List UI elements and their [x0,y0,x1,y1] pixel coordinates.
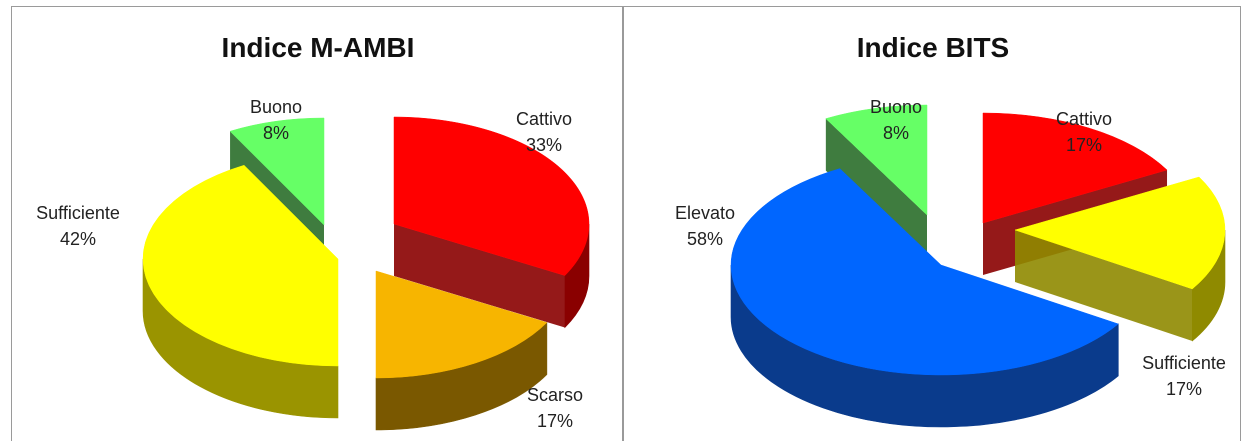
indice-bits-slice-cattivo [982,112,1168,224]
chart-panel-m-ambi: Indice M-AMBI Cattivo 33% Scarso 17% Sufficie… [11,6,623,441]
pie-tops [142,116,590,379]
pie-tops [730,104,1226,376]
indice-bits-label-cattivo: Cattivo [1056,109,1112,129]
indice-bits-slice-buono [825,104,928,216]
indice-bits-value-buono: 8% [883,123,909,143]
indice-bits-slice-wall-sufficiente-1 [1015,230,1193,341]
indice-m-ambi-value-scarso: 17% [537,411,573,431]
indice-bits-value-sufficiente: 17% [1166,379,1202,399]
chart-panel-bits: Indice BITS Cattivo 17% Sufficiente 17% Eleva… [623,6,1241,441]
indice-bits-slice-elevato [730,168,1119,376]
chart-title: Indice M-AMBI [222,32,415,63]
indice-bits-label-buono: Buono [870,97,922,117]
indice-m-ambi-label-cattivo: Cattivo [516,109,572,129]
indice-m-ambi-slice-scarso [375,270,548,379]
indice-m-ambi-value-sufficiente: 42% [60,229,96,249]
indice-m-ambi-label-buono: Buono [250,97,302,117]
pie-chart-m-ambi: Indice M-AMBI Cattivo 33% Scarso 17% Sufficie… [36,32,590,431]
indice-bits-label-sufficiente: Sufficiente [1142,353,1226,373]
indice-m-ambi-label-sufficiente: Sufficiente [36,203,120,223]
indice-bits-value-cattivo: 17% [1066,135,1102,155]
indice-bits-value-elevato: 58% [687,229,723,249]
indice-m-ambi-label-scarso: Scarso [527,385,583,405]
pie-chart-bits: Indice BITS Cattivo 17% Sufficiente 17% Eleva… [675,32,1226,428]
indice-bits-label-elevato: Elevato [675,203,735,223]
chart-title: Indice BITS [857,32,1009,63]
indice-m-ambi-value-cattivo: 33% [526,135,562,155]
indice-m-ambi-slice-wall-cattivo-1 [394,224,565,328]
pie-labels: Cattivo 17% Sufficiente 17% Elevato 58% Buono 8… [675,97,1226,399]
indice-m-ambi-slice-buono [229,117,325,226]
indice-m-ambi-slice-cattivo [393,116,590,276]
indice-bits-slice-sufficiente [1014,176,1226,290]
indice-m-ambi-value-buono: 8% [263,123,289,143]
pie-labels: Cattivo 33% Scarso 17% Sufficiente 42% Buono 8% [36,97,583,431]
indice-m-ambi-slice-sufficiente [142,164,339,367]
